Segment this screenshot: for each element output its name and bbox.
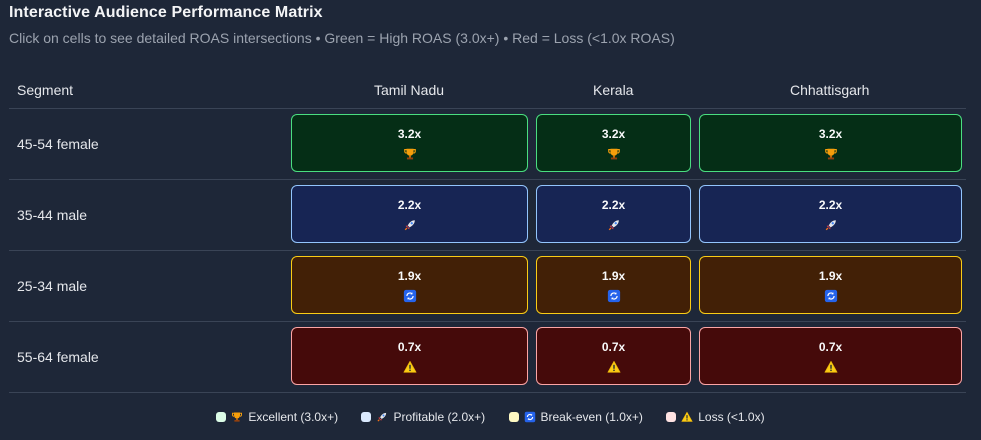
warning-icon <box>607 360 620 373</box>
segment-label: 45-54 female <box>17 136 99 152</box>
column-header-chhattisgarh: Chhattisgarh <box>790 82 870 98</box>
excellent-swatch <box>216 411 227 422</box>
trophy-icon <box>607 148 620 160</box>
roas-cell[interactable]: 1.9x <box>699 256 962 314</box>
roas-cell[interactable]: 2.2x <box>699 185 962 243</box>
column-header-kerala: Kerala <box>593 82 634 98</box>
roas-cell[interactable]: 0.7x <box>699 327 962 385</box>
page-title: Interactive Audience Performance Matrix <box>9 4 323 21</box>
performance-matrix: Segment Tamil Nadu Kerala Chhattisgarh 4… <box>9 72 966 393</box>
legend-label: Excellent (3.0x+) <box>248 409 339 424</box>
warning-icon <box>681 411 693 422</box>
refresh-icon <box>524 411 535 423</box>
roas-value: 3.2x <box>397 127 422 141</box>
roas-value: 1.9x <box>601 269 626 283</box>
roas-value: 2.2x <box>397 198 422 212</box>
roas-value: 1.9x <box>397 269 422 283</box>
rocket-icon <box>825 220 836 231</box>
roas-cell[interactable]: 3.2x <box>699 114 962 172</box>
legend-item-loss: Loss (<1.0x) <box>666 409 765 424</box>
roas-cell[interactable]: 2.2x <box>291 185 528 243</box>
refresh-icon <box>824 289 837 303</box>
legend-item-profitable: Profitable (2.0x+) <box>361 410 485 424</box>
legend-label: Profitable (2.0x+) <box>393 409 486 424</box>
refresh-icon <box>403 289 416 303</box>
refresh-icon <box>607 289 620 303</box>
roas-value: 0.7x <box>397 340 422 354</box>
roas-cell[interactable]: 0.7x <box>291 327 528 385</box>
profitable-swatch <box>361 411 372 422</box>
column-header-tamil-nadu: Tamil Nadu <box>374 82 445 98</box>
rocket-icon <box>608 220 619 231</box>
roas-value: 3.2x <box>601 127 626 141</box>
roas-value: 2.2x <box>601 198 626 212</box>
roas-cell[interactable]: 1.9x <box>536 256 691 314</box>
legend-label: Loss (<1.0x) <box>698 409 765 424</box>
trophy-icon <box>403 148 416 160</box>
legend: Excellent (3.0x+) Profitable (2.0x+) Bre… <box>0 409 981 424</box>
legend-item-excellent: Excellent (3.0x+) <box>216 410 338 424</box>
roas-value: 3.2x <box>818 127 843 141</box>
segment-column-header: Segment <box>17 82 74 98</box>
legend-label: Break-even (1.0x+) <box>540 409 643 424</box>
break-even-swatch <box>508 411 519 422</box>
warning-icon <box>403 360 416 373</box>
roas-cell[interactable]: 1.9x <box>291 256 528 314</box>
roas-value: 0.7x <box>601 340 626 354</box>
matrix-row: 55-64 female 0.7x 0.7x 0.7x <box>9 322 966 393</box>
matrix-row: 45-54 female 3.2x 3.2x 3.2x <box>9 109 966 180</box>
matrix-header-row: Segment Tamil Nadu Kerala Chhattisgarh <box>9 72 966 109</box>
roas-cell[interactable]: 0.7x <box>536 327 691 385</box>
rocket-icon <box>404 220 415 231</box>
rocket-icon <box>377 412 387 422</box>
matrix-row: 25-34 male 1.9x 1.9x 1.9x <box>9 251 966 322</box>
segment-label: 35-44 male <box>17 207 88 223</box>
roas-value: 0.7x <box>818 340 843 354</box>
trophy-icon <box>232 412 243 422</box>
page-subtitle: Click on cells to see detailed ROAS inte… <box>9 30 675 46</box>
roas-value: 1.9x <box>818 269 843 283</box>
loss-swatch <box>666 411 677 422</box>
warning-icon <box>824 360 837 373</box>
segment-label: 25-34 male <box>17 278 88 294</box>
roas-value: 2.2x <box>818 198 843 212</box>
trophy-icon <box>824 148 837 160</box>
roas-cell[interactable]: 3.2x <box>291 114 528 172</box>
matrix-row: 35-44 male 2.2x 2.2x 2.2x <box>9 180 966 251</box>
segment-label: 55-64 female <box>17 349 99 365</box>
roas-cell[interactable]: 2.2x <box>536 185 691 243</box>
legend-item-break-even: Break-even (1.0x+) <box>508 409 643 424</box>
roas-cell[interactable]: 3.2x <box>536 114 691 172</box>
